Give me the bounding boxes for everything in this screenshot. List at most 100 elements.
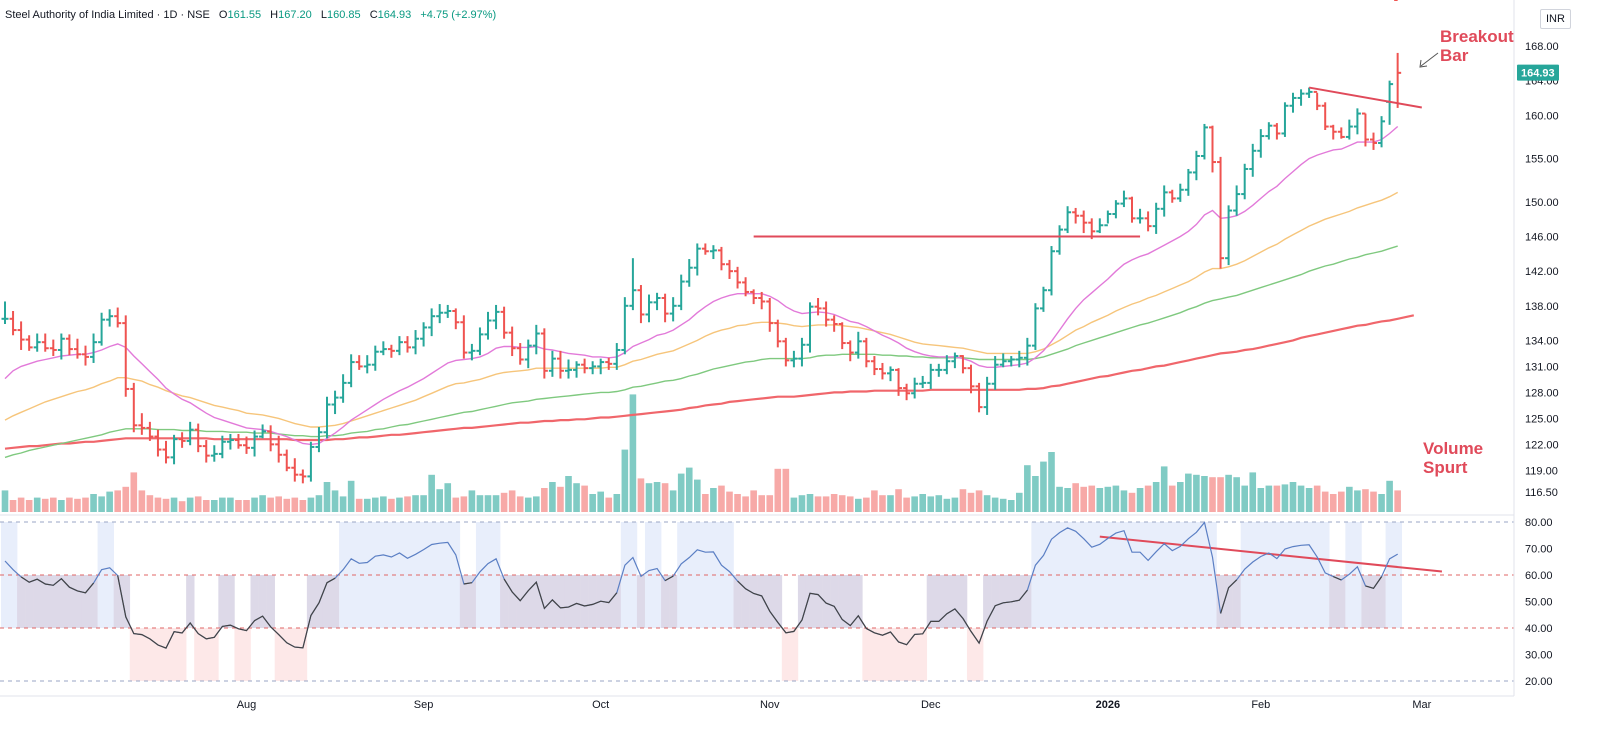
volume-bar bbox=[1185, 473, 1192, 512]
rsi-zone-band bbox=[1208, 522, 1217, 628]
rsi-tick-label: 30.00 bbox=[1525, 650, 1553, 662]
volume-bar bbox=[516, 496, 524, 512]
volume-bar bbox=[710, 488, 717, 512]
rsi-zone-band bbox=[1337, 575, 1346, 628]
price-tick-label: 155.00 bbox=[1525, 154, 1559, 166]
volume-bar bbox=[1225, 474, 1232, 512]
volume-bar bbox=[1241, 485, 1248, 512]
volume-bar bbox=[911, 496, 918, 512]
rsi-line-neutral bbox=[1333, 576, 1342, 581]
currency-button[interactable]: INR bbox=[1540, 9, 1571, 29]
volume-bar bbox=[202, 500, 210, 512]
volume-bar bbox=[645, 483, 653, 512]
rsi-zone-band bbox=[950, 575, 960, 628]
volume-bar bbox=[637, 478, 645, 512]
volume-bar bbox=[331, 490, 339, 512]
rsi-zone-band bbox=[1280, 522, 1290, 628]
rsi-zone-band bbox=[1248, 522, 1258, 628]
volume-bar bbox=[1329, 494, 1337, 512]
volume-bar bbox=[581, 485, 588, 512]
rsi-zone-band bbox=[789, 628, 799, 681]
price-tick-label: 138.00 bbox=[1525, 301, 1559, 313]
rsi-tick-label: 70.00 bbox=[1525, 544, 1553, 556]
price-tick-label: 142.00 bbox=[1525, 266, 1559, 278]
volume-bar bbox=[444, 483, 452, 512]
volume-bar bbox=[1362, 489, 1369, 512]
rsi-zone-band bbox=[1192, 522, 1201, 628]
rsi-zone-band bbox=[194, 628, 203, 681]
rsi-zone-band bbox=[838, 575, 847, 628]
rsi-line-neutral bbox=[1365, 576, 1383, 589]
volume-bar bbox=[1168, 485, 1176, 512]
rsi-zone-band bbox=[1305, 522, 1314, 628]
volume-bar bbox=[388, 498, 395, 512]
rsi-zone-band bbox=[773, 575, 783, 628]
volume-bar bbox=[1064, 488, 1071, 512]
rsi-zone-band bbox=[1160, 522, 1169, 628]
rsi-zone-band bbox=[105, 522, 114, 628]
rsi-zone-band bbox=[1216, 575, 1225, 628]
volume-bar bbox=[782, 468, 790, 512]
rsi-zone-band bbox=[983, 575, 992, 628]
volume-bar bbox=[452, 497, 460, 512]
symbol-label: Steel Authority of India Limited · 1D · … bbox=[5, 9, 210, 21]
rsi-line-neutral bbox=[20, 576, 95, 594]
volume-bar bbox=[597, 491, 604, 512]
price-tick-label: 134.00 bbox=[1525, 335, 1559, 347]
volume-bar bbox=[1177, 482, 1184, 512]
rsi-zone-band bbox=[532, 575, 541, 628]
volume-bar bbox=[122, 486, 130, 512]
rsi-zone-band bbox=[556, 575, 565, 628]
volume-bar bbox=[58, 500, 65, 512]
rsi-zone-band bbox=[322, 575, 332, 628]
rsi-zone-band bbox=[242, 628, 251, 681]
rsi-zone-band bbox=[661, 575, 670, 628]
volume-bar bbox=[605, 497, 613, 512]
volume-bar bbox=[1193, 474, 1200, 512]
rsi-zone-band bbox=[805, 575, 815, 628]
last-price-label: 164.93 bbox=[1521, 68, 1555, 80]
rsi-zone-band bbox=[1272, 522, 1282, 628]
breakout-annotation: Breakout Bar bbox=[1440, 27, 1514, 65]
volume-bar bbox=[404, 496, 411, 512]
volume-bar bbox=[702, 494, 709, 512]
rsi-zone-band bbox=[49, 575, 58, 628]
price-tick-label: 168.00 bbox=[1525, 41, 1559, 53]
volume-bar bbox=[557, 486, 564, 512]
rsi-zone-band bbox=[1136, 522, 1145, 628]
rsi-zone-band bbox=[379, 522, 388, 628]
last-price-badge bbox=[1517, 64, 1559, 81]
rsi-zone-band bbox=[886, 628, 895, 681]
price-tick-label: 116.50 bbox=[1525, 487, 1558, 499]
rsi-tick-label: 60.00 bbox=[1525, 570, 1553, 582]
rsi-zone-band bbox=[282, 628, 292, 681]
rsi-zone-band bbox=[170, 628, 179, 681]
breakout-arrow bbox=[1420, 52, 1439, 67]
rsi-zone-band bbox=[202, 628, 211, 681]
rsi-zone-band bbox=[1224, 575, 1233, 628]
volume-bar bbox=[1112, 485, 1120, 512]
rsi-zone-band bbox=[588, 575, 597, 628]
time-axis-label: Sep bbox=[414, 699, 434, 711]
rsi-zone-band bbox=[1176, 522, 1185, 628]
rsi-zone-band bbox=[1152, 522, 1161, 628]
volume-annotation: Volume Spurt bbox=[1423, 439, 1483, 477]
volume-bar bbox=[855, 498, 862, 512]
rsi-line-neutral bbox=[117, 575, 336, 649]
time-axis-label: Nov bbox=[760, 699, 780, 711]
rsi-zone-band bbox=[1127, 522, 1137, 628]
volume-bar bbox=[685, 467, 693, 512]
rsi-zone-band bbox=[266, 575, 275, 628]
volume-bar bbox=[243, 500, 250, 512]
close-value: 164.93 bbox=[377, 9, 412, 21]
volume-bar bbox=[549, 482, 556, 512]
volume-bar bbox=[219, 497, 226, 512]
time-axis-label: 2026 bbox=[1096, 699, 1120, 711]
volume-bar bbox=[726, 491, 733, 512]
rsi-zone-band bbox=[612, 575, 622, 628]
volume-bar bbox=[1313, 485, 1321, 512]
rsi-zone-band bbox=[902, 628, 911, 681]
rsi-zone-band bbox=[1377, 575, 1386, 628]
volume-bar bbox=[1281, 484, 1289, 512]
